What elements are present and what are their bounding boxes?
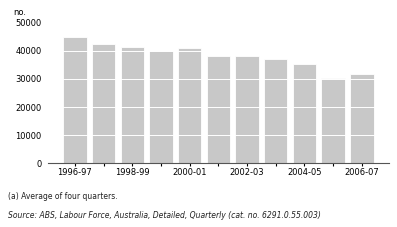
Bar [293,64,316,163]
Bar [178,48,201,163]
Bar [149,51,173,163]
Bar [264,59,287,163]
Text: Source: ABS, Labour Force, Australia, Detailed, Quarterly (cat. no. 6291.0.55.00: Source: ABS, Labour Force, Australia, De… [8,211,321,220]
Bar [63,37,87,163]
Bar [206,56,230,163]
Bar [92,44,116,163]
Bar [235,56,259,163]
Text: (a) Average of four quarters.: (a) Average of four quarters. [8,192,118,201]
Text: no.: no. [13,8,27,17]
Bar [321,78,345,163]
Bar [350,74,374,163]
Bar [121,47,144,163]
